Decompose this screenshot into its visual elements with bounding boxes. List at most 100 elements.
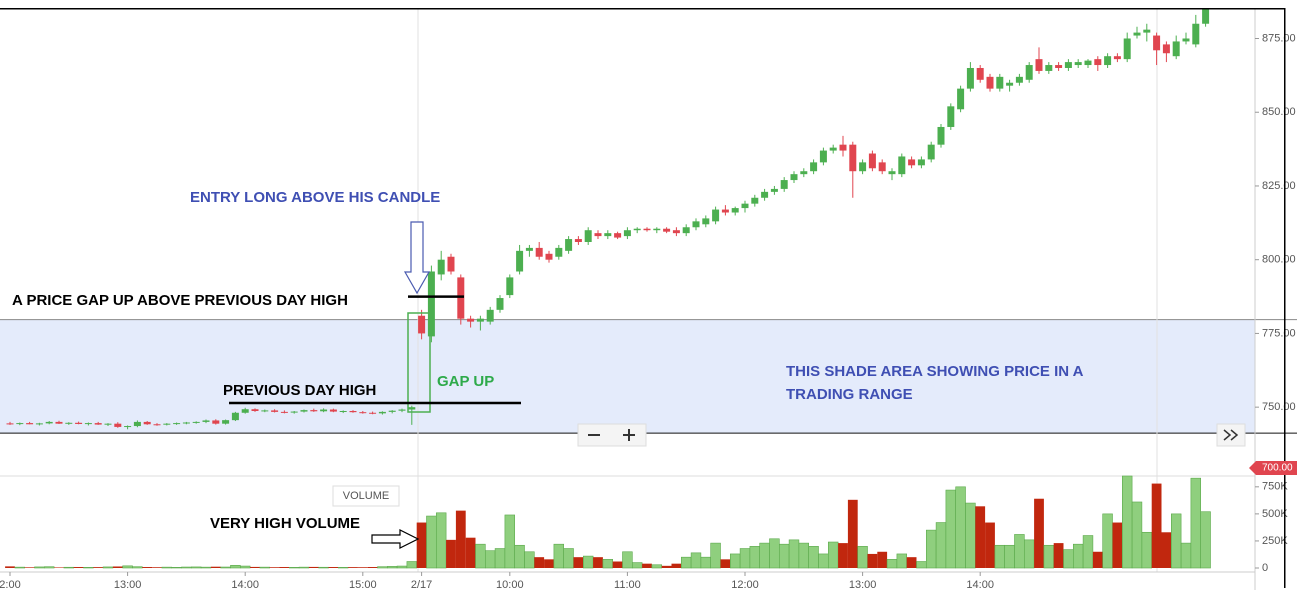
- volume-bar: [142, 567, 153, 568]
- volume-bar: [1171, 513, 1182, 569]
- volume-bar: [1161, 532, 1172, 568]
- candle-body: [349, 410, 357, 413]
- candle-body: [310, 410, 318, 412]
- entry-arrow: [403, 221, 431, 295]
- candle-body: [369, 412, 377, 414]
- volume-bar: [945, 489, 957, 569]
- volume-bar: [661, 565, 672, 568]
- candle-body: [819, 150, 827, 163]
- annotation: TRADING RANGE: [786, 386, 913, 403]
- candle-body: [1104, 56, 1112, 66]
- y-tick-label: 750.00: [1262, 401, 1296, 413]
- candle-body: [623, 230, 631, 237]
- candle-body: [1084, 60, 1092, 66]
- volume-bar: [1073, 543, 1084, 569]
- volume-bar: [210, 566, 221, 568]
- volume-bar: [1004, 544, 1015, 569]
- candle-body: [114, 423, 122, 427]
- volume-bar: [1014, 534, 1025, 569]
- volume-bar: [83, 567, 94, 569]
- volume-bar: [132, 566, 143, 569]
- candle-body: [810, 162, 818, 172]
- frame-right: [1284, 8, 1286, 588]
- volume-bar: [328, 567, 339, 568]
- volume-bar: [906, 557, 917, 568]
- volume-bar: [896, 553, 908, 569]
- x-tick-label: 11:00: [614, 579, 641, 591]
- volume-bar: [377, 566, 388, 569]
- candle-body: [447, 256, 455, 272]
- candle-body: [780, 180, 788, 189]
- candle-body: [545, 253, 553, 260]
- volume-bar: [690, 552, 702, 569]
- candle-body: [329, 409, 337, 412]
- candle-body: [65, 422, 73, 424]
- candle-body: [359, 412, 367, 414]
- candle-body: [427, 271, 435, 337]
- candle-body: [790, 174, 798, 181]
- candle-body: [898, 156, 906, 175]
- volume-bar: [455, 510, 466, 568]
- volume-bar: [808, 546, 819, 569]
- candle-body: [143, 421, 151, 425]
- background: [0, 319, 1297, 434]
- volume-bar: [494, 548, 506, 569]
- candle-body: [672, 230, 680, 234]
- candle-body: [222, 420, 230, 424]
- volume-bar: [847, 499, 858, 568]
- candle-body: [741, 203, 749, 209]
- candle-body: [1162, 44, 1170, 54]
- volume-bar: [337, 567, 349, 569]
- volume-bar: [93, 567, 104, 568]
- volume-bar: [318, 566, 329, 569]
- candle-body: [496, 298, 504, 310]
- candle-body: [702, 218, 710, 225]
- volume-bar: [916, 561, 927, 569]
- volume-bar: [553, 543, 565, 569]
- candle-body: [614, 233, 622, 238]
- candle-body: [565, 239, 573, 251]
- price-tag-box: [1249, 461, 1297, 475]
- volume-bar: [34, 566, 45, 569]
- candle-body: [731, 208, 739, 213]
- candle-body: [770, 188, 778, 192]
- volume-bar: [14, 566, 25, 569]
- volume-bar: [357, 567, 368, 568]
- candle-body: [721, 209, 729, 213]
- candle-body: [1143, 29, 1151, 33]
- candle-body: [535, 247, 543, 257]
- volume-bar: [279, 567, 290, 568]
- candle-body: [16, 423, 24, 425]
- volume-bar: [955, 486, 966, 569]
- volume-bar: [406, 561, 417, 569]
- volume-bar: [985, 522, 995, 568]
- candle-body: [1133, 32, 1141, 36]
- candle-body: [212, 420, 220, 424]
- candle-body: [1172, 41, 1180, 57]
- zoom-in[interactable]: [623, 429, 635, 441]
- volume-bar: [651, 564, 663, 569]
- volume-bar: [877, 551, 888, 568]
- candle-body: [525, 247, 533, 251]
- candle-body: [976, 67, 984, 80]
- volume-bar: [298, 566, 310, 569]
- candle-body: [574, 239, 582, 242]
- annotation: VERY HIGH VOLUME: [210, 515, 360, 532]
- zoom-controls[interactable]: [577, 423, 647, 447]
- candle-body: [908, 159, 916, 166]
- candle-body: [163, 423, 171, 425]
- volume-bar: [259, 566, 270, 569]
- volume-bar: [788, 539, 800, 569]
- volume-bar: [386, 566, 398, 569]
- volume-bar: [1112, 522, 1123, 568]
- volume-bar: [112, 566, 123, 568]
- x-tick-label: 13:00: [114, 579, 142, 591]
- candle-body: [927, 144, 935, 160]
- scroll-button[interactable]: [1216, 423, 1246, 447]
- volume-bar: [504, 514, 515, 569]
- candle-body: [388, 410, 396, 412]
- candle-body: [6, 423, 14, 425]
- candle-body: [1182, 38, 1190, 42]
- volume-bar: [1141, 531, 1153, 569]
